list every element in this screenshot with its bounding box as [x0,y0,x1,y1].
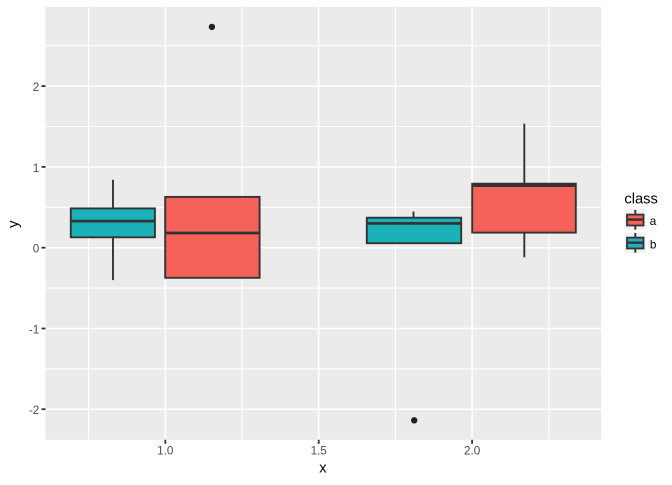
svg-text:1.5: 1.5 [311,445,328,458]
svg-text:1: 1 [33,162,40,175]
svg-text:x: x [319,461,327,477]
svg-text:y: y [6,220,22,228]
svg-text:a: a [650,215,657,228]
svg-text:class: class [624,192,657,208]
svg-text:0: 0 [33,243,40,256]
svg-text:b: b [650,238,657,251]
svg-text:2.0: 2.0 [464,445,481,458]
svg-text:-1: -1 [29,323,39,336]
svg-text:-2: -2 [29,404,39,417]
svg-text:1.0: 1.0 [157,445,174,458]
svg-text:2: 2 [33,81,40,94]
